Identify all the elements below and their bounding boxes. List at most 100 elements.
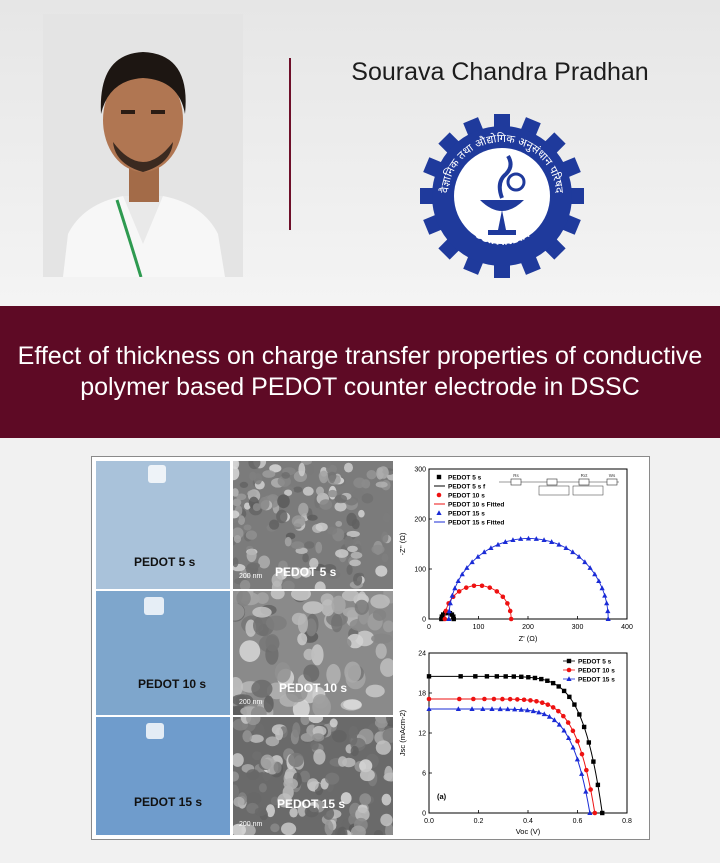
nyquist-point xyxy=(510,537,516,543)
jv-point xyxy=(556,708,561,714)
charts-area: 0 100 200 300 400 0 100 200 300 Z' (Ω) -Z'' (Ω) PED… xyxy=(398,467,633,837)
nyquist-xlabel: Z' (Ω) xyxy=(519,634,538,643)
nyquist-point xyxy=(582,559,588,565)
graphical-abstract: PEDOT 5 s PEDOT 10 s PEDOT 15 s 200 nm P… xyxy=(91,456,650,840)
nyquist-fit-line xyxy=(448,538,609,620)
nyquist-point xyxy=(459,571,465,577)
equivalent-circuit: Rs Rct Ws xyxy=(499,473,619,496)
jv-point xyxy=(471,696,476,702)
jv-point xyxy=(591,759,596,764)
jv-point xyxy=(545,702,551,707)
jv-point xyxy=(539,700,545,705)
header-area: Sourava Chandra Pradhan वैज्ञानिक तथा औद… xyxy=(0,0,720,306)
nyquist-point xyxy=(604,600,610,606)
nyquist-plot: 0 100 200 300 400 0 100 200 300 Z' (Ω) -Z'' (Ω) PED… xyxy=(398,467,633,644)
jv-point xyxy=(561,727,567,733)
jv-point xyxy=(586,740,592,745)
jv-point xyxy=(561,688,567,694)
jv-point xyxy=(539,676,544,682)
nyquist-point xyxy=(605,616,611,621)
nyquist-point xyxy=(439,616,444,622)
nyquist-point xyxy=(495,541,501,547)
circuit-label: Ws xyxy=(609,473,616,478)
jv-point xyxy=(583,788,589,794)
jv-point xyxy=(518,706,524,712)
jv-point xyxy=(426,674,432,679)
nyquist-point xyxy=(449,592,455,598)
jv-point xyxy=(469,706,475,712)
sem-texture-10s xyxy=(233,591,393,715)
jv-point xyxy=(541,711,547,717)
sem-image-15s: 200 nm PEDOT 15 s xyxy=(233,717,393,835)
nyquist-point xyxy=(446,608,452,614)
jv-point xyxy=(503,674,508,679)
jv-point xyxy=(546,713,553,719)
jv-point xyxy=(587,810,593,815)
jv-point xyxy=(570,744,576,750)
nyquist-legend-entry: PEDOT 15 s Fitted xyxy=(448,520,504,527)
sem-label-5s: PEDOT 5 s xyxy=(275,565,337,579)
jv-curve xyxy=(429,675,603,814)
nyquist-xtick: 200 xyxy=(522,624,534,631)
title-banner: Effect of thickness on charge transfer p… xyxy=(0,306,720,438)
nyquist-point xyxy=(592,571,598,577)
jv-point xyxy=(455,706,461,711)
jv-point xyxy=(473,674,478,679)
nyquist-point xyxy=(505,601,510,606)
jv-legend-marker xyxy=(566,676,572,681)
nyquist-point xyxy=(549,539,555,544)
jv-point xyxy=(550,705,556,710)
jv-point xyxy=(581,724,587,730)
jv-ytick: 18 xyxy=(418,691,426,698)
nyquist-point xyxy=(442,616,448,622)
jv-point xyxy=(456,696,462,702)
jv-point xyxy=(482,696,487,702)
nyquist-ytick: 0 xyxy=(422,617,426,624)
jv-point xyxy=(574,756,581,762)
nyquist-point xyxy=(456,589,462,594)
header-divider xyxy=(289,58,291,230)
nyquist-point xyxy=(576,553,582,559)
jv-legend-entry: PEDOT 10 s xyxy=(578,668,615,675)
sem-texture-5s xyxy=(233,461,393,589)
nyquist-point xyxy=(475,553,481,559)
jv-curve xyxy=(429,708,591,814)
nyquist-ylabel: -Z'' (Ω) xyxy=(398,532,407,555)
sem-image-10s: 200 nm PEDOT 10 s xyxy=(233,591,393,715)
jv-point xyxy=(592,810,598,816)
jv-point xyxy=(536,709,542,715)
jv-point xyxy=(494,674,500,679)
jv-point xyxy=(600,810,605,816)
nyquist-point xyxy=(471,583,477,589)
nyquist-point xyxy=(443,608,449,614)
nyquist-point xyxy=(451,614,456,619)
nyquist-point xyxy=(447,600,453,606)
jv-point xyxy=(500,696,505,702)
nyquist-point xyxy=(464,565,470,570)
sem-label-15s: PEDOT 15 s xyxy=(277,797,346,811)
jv-panel-label: (a) xyxy=(437,792,447,801)
jv-point xyxy=(567,694,572,700)
nyquist-point xyxy=(570,549,576,555)
nyquist-legend-marker xyxy=(436,492,442,498)
jv-plot: 0.0 0.2 0.4 0.6 0.8 0 6 12 18 24 Voc (V) Jsc (mAcm-… xyxy=(398,651,632,837)
nyquist-fit-line xyxy=(444,585,512,620)
nyquist-point xyxy=(481,549,487,555)
jv-point xyxy=(426,706,432,711)
nyquist-ytick: 100 xyxy=(414,567,426,574)
jv-point xyxy=(491,696,497,702)
nyquist-point xyxy=(599,585,605,591)
jv-point xyxy=(528,698,533,703)
nyquist-point xyxy=(500,594,506,600)
jv-point xyxy=(532,675,538,681)
nyquist-point xyxy=(452,585,458,591)
nyquist-frame xyxy=(428,468,628,620)
nyquist-point xyxy=(525,535,532,541)
scale-bar-10s: 200 nm xyxy=(239,699,263,706)
jv-point xyxy=(565,720,571,725)
nyquist-point xyxy=(494,589,500,594)
nyquist-point xyxy=(469,559,475,565)
jv-point xyxy=(458,674,463,679)
sample-photo-10s: PEDOT 10 s xyxy=(96,591,230,715)
author-photo xyxy=(43,14,243,277)
